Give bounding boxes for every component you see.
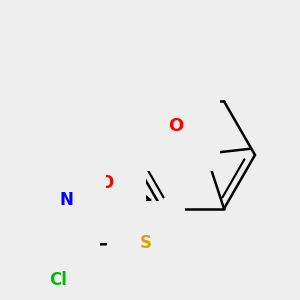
Text: Cl: Cl: [49, 271, 67, 289]
Text: O: O: [168, 117, 184, 135]
Text: S: S: [140, 234, 152, 252]
Text: O: O: [99, 174, 113, 192]
Text: N: N: [59, 191, 73, 209]
